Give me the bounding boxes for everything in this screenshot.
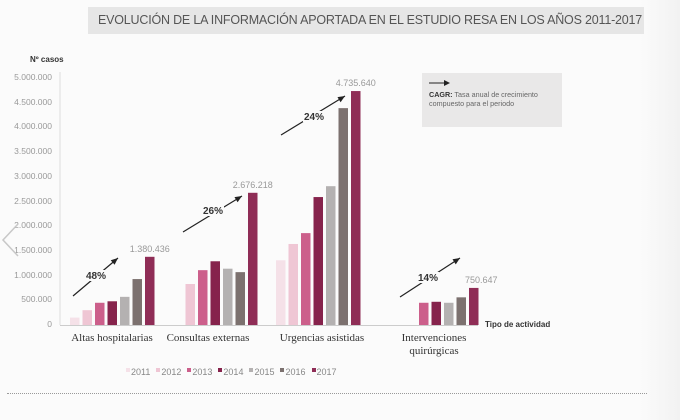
legend-label: 2015 — [254, 367, 275, 377]
cagr-label-bg — [202, 205, 224, 216]
bar-2014 — [210, 261, 220, 325]
cagr-label: 24% — [304, 112, 324, 123]
bar-2013 — [198, 270, 208, 325]
cagr-label: 26% — [203, 206, 223, 217]
divider — [7, 393, 647, 394]
legend-item: 2011 — [126, 367, 150, 377]
bar-2012 — [82, 310, 92, 325]
cagr-label: 14% — [418, 273, 438, 284]
category-label-line: Consultas externas — [166, 332, 250, 344]
cagr-label-bg — [85, 270, 107, 281]
category-label: Intervenciones quirúrgicas — [374, 332, 494, 358]
bar-2016 — [456, 297, 466, 325]
value-label: 1.380.436 — [130, 244, 170, 254]
category-label: Altas hospitalarias — [52, 332, 172, 345]
y-tick-label: 500.000 — [21, 294, 52, 305]
bar-2012 — [288, 243, 298, 325]
bar-2017 — [469, 287, 479, 325]
legend-label: 2017 — [316, 367, 337, 377]
legend-item: 2012 — [156, 367, 181, 377]
bar-2017 — [248, 192, 258, 325]
legend-swatch — [218, 368, 223, 372]
bar-2013 — [95, 302, 105, 325]
bar-2015 — [223, 268, 233, 325]
legend-swatch — [187, 368, 192, 372]
cagr-note-box: CAGR: Tasa anual de crecimiento compuest… — [422, 73, 562, 127]
y-axis-label: Nº casos — [30, 55, 64, 64]
bar-2016 — [338, 108, 348, 325]
category-label: Consultas externas — [148, 332, 268, 345]
bar-2011 — [276, 260, 286, 325]
cagr-note-bold: CAGR: — [429, 90, 453, 99]
cagr-arrowhead — [337, 96, 345, 103]
legend-label: 2014 — [223, 367, 244, 377]
legend-item: 2015 — [249, 367, 274, 377]
legend-label: 2012 — [161, 367, 182, 377]
cagr-arrowhead — [110, 258, 118, 265]
y-tick-label: 1.500.000 — [14, 244, 52, 255]
legend-item: 2013 — [187, 367, 212, 377]
bar-2014 — [313, 197, 323, 325]
category-label-line: quirúrgicas — [409, 345, 459, 357]
chart-title-box: EVOLUCIÓN DE LA INFORMACIÓN APORTADA EN … — [88, 7, 644, 34]
category-label-line: Altas hospitalarias — [71, 332, 153, 344]
y-tick-label: 2.000.000 — [14, 220, 52, 231]
x-axis-label: Tipo de actividad — [485, 320, 551, 329]
cagr-label: 48% — [86, 271, 106, 282]
bar-2012 — [185, 283, 195, 325]
cagr-label-bg — [417, 272, 439, 283]
cagr-arrowhead — [452, 258, 460, 265]
value-label: 2.676.218 — [233, 180, 273, 190]
bar-2014 — [431, 301, 441, 325]
legend-label: 2013 — [192, 367, 213, 377]
category-label-line: Intervenciones — [401, 332, 467, 344]
value-label: 4.735.640 — [336, 78, 376, 88]
bar-2011 — [70, 317, 80, 325]
bar-2015 — [326, 186, 336, 325]
bar-2015 — [120, 296, 130, 325]
bar-2017 — [351, 91, 361, 325]
arrow-icon — [429, 80, 450, 86]
chevron-left-icon[interactable] — [0, 222, 22, 258]
legend-swatch — [280, 368, 285, 372]
legend-swatch — [126, 368, 130, 372]
y-tick-label: 2.500.000 — [14, 195, 52, 206]
page-edge-shade — [640, 0, 680, 420]
legend: 2011 2012 2013 2014 2015 2016 2017 — [126, 367, 337, 377]
cagr-note-text: CAGR: Tasa anual de crecimiento compuest… — [429, 90, 557, 108]
bar-2016 — [235, 272, 245, 325]
cagr-note-desc: Tasa anual de crecimiento compuesto para… — [429, 90, 538, 108]
legend-item: 2017 — [311, 367, 337, 377]
category-label: Urgencias asistidas — [262, 332, 382, 345]
bar-2017 — [145, 256, 155, 325]
legend-item: 2016 — [280, 367, 306, 377]
bar-2013 — [301, 233, 311, 325]
y-tick-label: 4.000.000 — [14, 121, 52, 132]
legend-label: 2011 — [131, 367, 151, 377]
legend-swatch — [311, 368, 316, 372]
cagr-label-bg — [303, 111, 325, 122]
y-tick-label: 0 — [47, 319, 52, 329]
y-tick-label: 1.000.000 — [14, 269, 52, 280]
category-label-line: Urgencias asistidas — [279, 332, 365, 344]
bar-2016 — [132, 279, 142, 325]
y-tick-label: 5.000.000 — [14, 72, 52, 82]
value-label: 750.647 — [465, 275, 498, 285]
y-tick-label: 3.000.000 — [14, 170, 52, 181]
legend-swatch — [249, 368, 254, 372]
bar-2015 — [444, 302, 454, 325]
legend-swatch — [156, 368, 161, 372]
bar-2013 — [419, 302, 429, 325]
y-tick-label: 3.500.000 — [14, 146, 52, 157]
legend-label: 2016 — [285, 367, 306, 377]
legend-item: 2014 — [218, 367, 243, 377]
bar-2014 — [107, 301, 117, 325]
y-tick-label: 4.500.000 — [14, 96, 52, 107]
cagr-arrowhead — [234, 196, 242, 203]
chart-title: EVOLUCIÓN DE LA INFORMACIÓN APORTADA EN … — [98, 13, 643, 27]
